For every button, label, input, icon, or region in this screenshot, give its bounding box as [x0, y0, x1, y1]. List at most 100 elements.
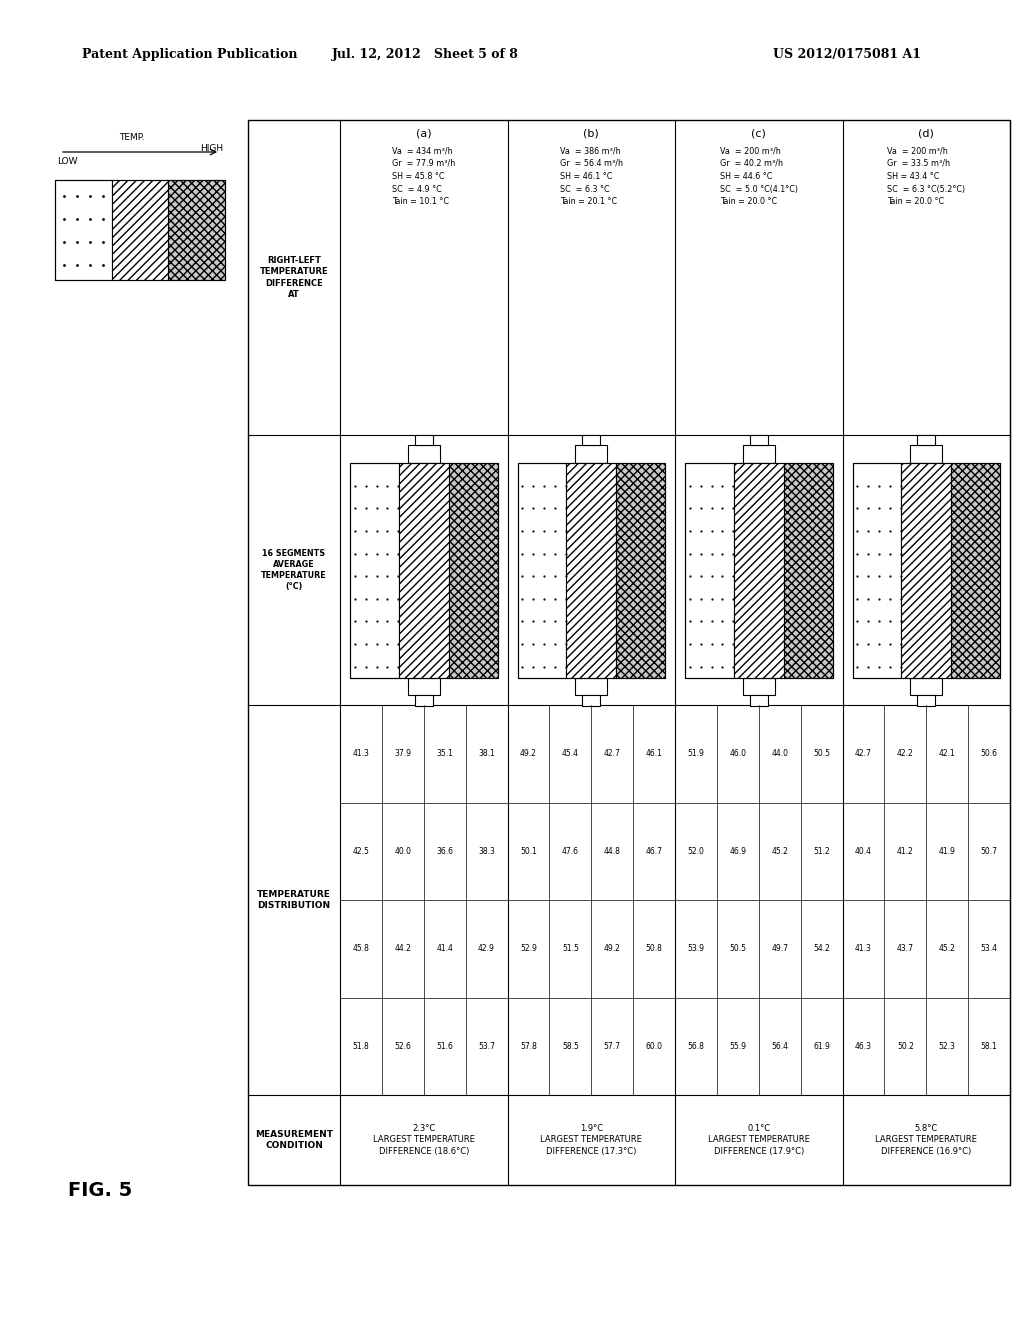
- Bar: [55, 180, 112, 280]
- Text: 42.7: 42.7: [855, 750, 871, 758]
- Text: 42.7: 42.7: [604, 750, 621, 758]
- Text: RIGHT-LEFT
TEMPERATURE
DIFFERENCE
AT: RIGHT-LEFT TEMPERATURE DIFFERENCE AT: [260, 256, 329, 298]
- Text: 55.9: 55.9: [729, 1041, 746, 1051]
- Text: 40.0: 40.0: [394, 846, 412, 855]
- Bar: [575, 445, 607, 462]
- Text: (c): (c): [752, 128, 766, 139]
- Text: LOW: LOW: [57, 157, 78, 166]
- Text: (d): (d): [919, 128, 934, 139]
- Text: 52.0: 52.0: [687, 846, 705, 855]
- Bar: [910, 445, 942, 462]
- Bar: [918, 434, 935, 445]
- Text: 45.8: 45.8: [352, 944, 370, 953]
- Text: 50.6: 50.6: [981, 750, 997, 758]
- Bar: [951, 462, 1000, 677]
- Text: 44.0: 44.0: [771, 750, 788, 758]
- Bar: [742, 445, 775, 462]
- Bar: [685, 462, 733, 677]
- Text: 46.9: 46.9: [729, 846, 746, 855]
- Text: 58.1: 58.1: [981, 1041, 997, 1051]
- Text: 46.3: 46.3: [855, 1041, 872, 1051]
- Bar: [575, 677, 607, 696]
- Text: 42.9: 42.9: [478, 944, 495, 953]
- Bar: [910, 677, 942, 696]
- Text: 57.8: 57.8: [520, 1041, 537, 1051]
- Text: 41.3: 41.3: [855, 944, 871, 953]
- Text: Patent Application Publication: Patent Application Publication: [82, 48, 297, 61]
- Text: US 2012/0175081 A1: US 2012/0175081 A1: [773, 48, 922, 61]
- Text: 37.9: 37.9: [394, 750, 412, 758]
- Text: 60.0: 60.0: [645, 1041, 663, 1051]
- Text: Jul. 12, 2012   Sheet 5 of 8: Jul. 12, 2012 Sheet 5 of 8: [332, 48, 518, 61]
- Text: Va  = 386 m³/h
Gr  = 56.4 m³/h
SH = 46.1 °C
SC  = 6.3 °C
Tain = 20.1 °C: Va = 386 m³/h Gr = 56.4 m³/h SH = 46.1 °…: [560, 147, 623, 206]
- Text: 38.1: 38.1: [478, 750, 495, 758]
- Text: 50.2: 50.2: [897, 1041, 913, 1051]
- Bar: [583, 696, 600, 705]
- Text: 61.9: 61.9: [813, 1041, 830, 1051]
- Text: 41.3: 41.3: [352, 750, 370, 758]
- Text: Va  = 200 m³/h
Gr  = 40.2 m³/h
SH = 44.6 °C
SC  = 5.0 °C(4.1°C)
Tain = 20.0 °C: Va = 200 m³/h Gr = 40.2 m³/h SH = 44.6 °…: [720, 147, 798, 206]
- Text: 40.4: 40.4: [855, 846, 872, 855]
- Text: FIG. 5: FIG. 5: [68, 1181, 132, 1200]
- Bar: [517, 462, 566, 677]
- Bar: [750, 696, 768, 705]
- Text: 56.8: 56.8: [687, 1041, 705, 1051]
- Bar: [742, 677, 775, 696]
- Bar: [112, 180, 168, 280]
- Text: 2.3°C
LARGEST TEMPERATURE
DIFFERENCE (18.6°C): 2.3°C LARGEST TEMPERATURE DIFFERENCE (18…: [373, 1123, 475, 1156]
- Bar: [517, 462, 665, 677]
- Text: 0.1°C
LARGEST TEMPERATURE
DIFFERENCE (17.9°C): 0.1°C LARGEST TEMPERATURE DIFFERENCE (17…: [708, 1123, 810, 1156]
- Text: 49.2: 49.2: [604, 944, 621, 953]
- Bar: [350, 462, 498, 677]
- Text: 46.0: 46.0: [729, 750, 746, 758]
- Text: 50.8: 50.8: [645, 944, 663, 953]
- Text: Va  = 434 m³/h
Gr  = 77.9 m³/h
SH = 45.8 °C
SC  = 4.9 °C
Tain = 10.1 °C: Va = 434 m³/h Gr = 77.9 m³/h SH = 45.8 °…: [392, 147, 456, 206]
- Bar: [853, 462, 1000, 677]
- Text: 46.1: 46.1: [645, 750, 663, 758]
- Text: 36.6: 36.6: [436, 846, 454, 855]
- Text: 42.2: 42.2: [897, 750, 913, 758]
- Text: 1.9°C
LARGEST TEMPERATURE
DIFFERENCE (17.3°C): 1.9°C LARGEST TEMPERATURE DIFFERENCE (17…: [541, 1123, 642, 1156]
- Bar: [616, 462, 665, 677]
- Text: 51.5: 51.5: [562, 944, 579, 953]
- Text: 51.2: 51.2: [813, 846, 829, 855]
- Text: 53.4: 53.4: [981, 944, 997, 953]
- Text: Va  = 200 m³/h
Gr  = 33.5 m³/h
SH = 43.4 °C
SC  = 6.3 °C(5.2°C)
Tain = 20.0 °C: Va = 200 m³/h Gr = 33.5 m³/h SH = 43.4 °…: [887, 147, 966, 206]
- Text: 51.8: 51.8: [352, 1041, 370, 1051]
- Text: 53.9: 53.9: [687, 944, 705, 953]
- Text: MEASUREMENT
CONDITION: MEASUREMENT CONDITION: [255, 1130, 333, 1150]
- Bar: [918, 696, 935, 705]
- Text: 44.8: 44.8: [604, 846, 621, 855]
- Bar: [55, 180, 225, 280]
- Bar: [583, 434, 600, 445]
- Text: 52.6: 52.6: [394, 1041, 412, 1051]
- Text: 52.3: 52.3: [939, 1041, 955, 1051]
- Text: 47.6: 47.6: [562, 846, 579, 855]
- Text: 42.5: 42.5: [352, 846, 370, 855]
- Text: 16 SEGMENTS
AVERAGE
TEMPERATURE
(°C): 16 SEGMENTS AVERAGE TEMPERATURE (°C): [261, 549, 327, 591]
- Bar: [350, 462, 398, 677]
- Bar: [408, 445, 440, 462]
- Text: 45.2: 45.2: [939, 944, 955, 953]
- Text: 41.9: 41.9: [939, 846, 955, 855]
- Text: 50.5: 50.5: [729, 944, 746, 953]
- Bar: [168, 180, 225, 280]
- Bar: [415, 434, 433, 445]
- Text: 41.4: 41.4: [436, 944, 454, 953]
- Text: (b): (b): [584, 128, 599, 139]
- Text: 44.2: 44.2: [394, 944, 412, 953]
- Text: TEMP.: TEMP.: [119, 133, 144, 143]
- Text: 53.7: 53.7: [478, 1041, 495, 1051]
- Bar: [566, 462, 616, 677]
- Text: 43.7: 43.7: [897, 944, 913, 953]
- Text: 54.2: 54.2: [813, 944, 830, 953]
- Text: HIGH: HIGH: [200, 144, 223, 153]
- Text: 46.7: 46.7: [645, 846, 663, 855]
- Bar: [398, 462, 449, 677]
- Bar: [408, 677, 440, 696]
- Bar: [750, 434, 768, 445]
- Text: (a): (a): [416, 128, 431, 139]
- Text: 49.2: 49.2: [520, 750, 537, 758]
- Bar: [248, 120, 1010, 1185]
- Text: 51.9: 51.9: [687, 750, 705, 758]
